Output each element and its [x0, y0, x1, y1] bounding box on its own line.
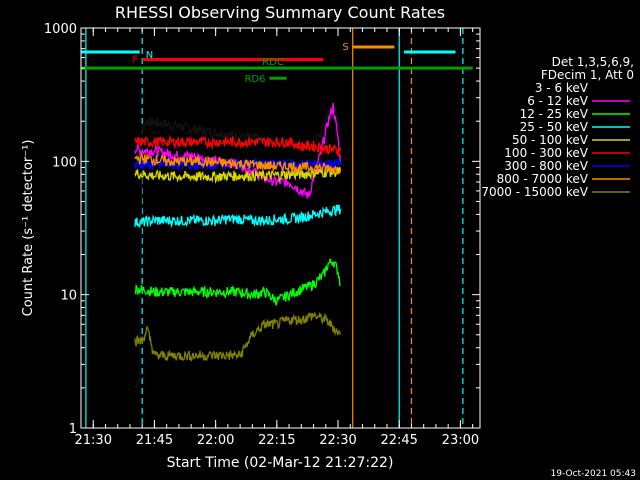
- generation-timestamp: 19-Oct-2021 05:43: [551, 469, 636, 479]
- x-tick-label-3: 22:15: [258, 433, 295, 448]
- legend-label-5: 100 - 300 keV: [504, 146, 588, 160]
- series-line-100-300-kev: [134, 134, 342, 157]
- plot-area: N S F RDC RD6: [81, 28, 473, 428]
- series-line-800-7000-kev: [134, 152, 342, 176]
- x-tick-label-6: 23:00: [442, 433, 479, 448]
- x-tick-label-2: 22:00: [197, 433, 234, 448]
- plot-frame: [80, 27, 481, 429]
- y-tick-label-0: 1: [69, 422, 77, 437]
- x-tick-label-0: 21:30: [75, 433, 112, 448]
- legend-label-1: 6 - 12 keV: [527, 94, 589, 108]
- x-tick-label-4: 22:30: [319, 433, 356, 448]
- flag-label-n: N: [146, 50, 153, 61]
- legend-label-0: 3 - 6 keV: [535, 81, 589, 95]
- legend: Det 1,3,5,6,9, FDecim 1, Att 0 3 - 6 keV…: [481, 55, 634, 199]
- series-line-50-100-kev: [134, 165, 342, 184]
- legend-header-detectors: Det 1,3,5,6,9,: [552, 55, 634, 69]
- y-axis-label: Count Rate (s⁻¹ detector⁻¹): [21, 140, 36, 317]
- flag-label-f: F: [132, 55, 138, 66]
- series-line-7000-15000-kev: [134, 311, 342, 362]
- legend-label-3: 25 - 50 keV: [520, 120, 589, 134]
- legend-label-6: 300 - 800 keV: [504, 159, 588, 173]
- legend-label-8: 7000 - 15000 keV: [481, 185, 588, 199]
- x-axis-label: Start Time (02-Mar-12 21:27:22): [167, 455, 394, 471]
- legend-label-7: 800 - 7000 keV: [497, 172, 589, 186]
- y-tick-label-3: 1000: [44, 22, 77, 37]
- x-tick-label-1: 21:45: [136, 433, 173, 448]
- flag-label-s: S: [342, 42, 348, 53]
- axes: 21:30 21:45 22:00 22:15 22:30 22:45 23:00 1 10 10…: [44, 22, 480, 448]
- chart-title: RHESSI Observing Summary Count Rates: [115, 3, 445, 22]
- legend-header-decimation: FDecim 1, Att 0: [541, 68, 634, 82]
- legend-label-2: 12 - 25 keV: [520, 107, 589, 121]
- legend-label-4: 50 - 100 keV: [512, 133, 589, 147]
- flag-label-rd6: RD6: [244, 74, 265, 85]
- y-tick-label-2: 100: [52, 155, 77, 170]
- x-tick-label-5: 22:45: [380, 433, 417, 448]
- y-tick-label-1: 10: [60, 289, 77, 304]
- series-line-12-25-kev: [134, 258, 342, 306]
- flag-label-rdc: RDC: [262, 57, 284, 68]
- series-line-25-50-kev: [134, 204, 342, 229]
